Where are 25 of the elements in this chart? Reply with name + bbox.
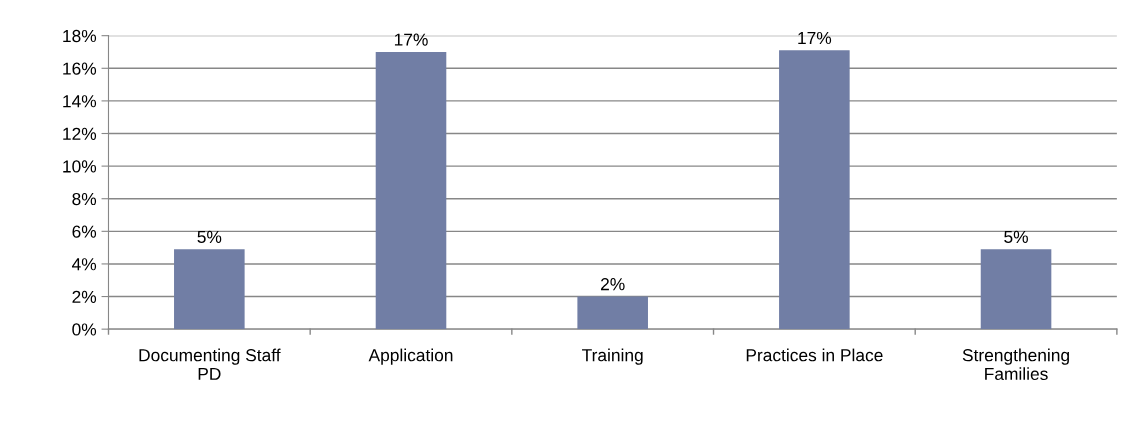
data-label: 5% (1004, 230, 1028, 244)
bar (779, 50, 850, 330)
x-tick-label: Application (368, 348, 453, 365)
x-tick-label: Practices in Place (746, 348, 883, 362)
bar (174, 249, 245, 330)
data-label: 17% (798, 31, 832, 45)
y-tick-label: 12% (63, 127, 97, 140)
bar (577, 296, 648, 330)
y-tick-label: 10% (63, 160, 97, 173)
y-tick-label: 2% (72, 290, 97, 303)
bar (980, 249, 1052, 330)
y-tick-label: 8% (72, 192, 97, 206)
bar (375, 51, 447, 330)
data-label: 2% (601, 278, 625, 291)
x-tick-label: Strengthening Families (962, 348, 1069, 381)
y-tick-label: 18% (63, 29, 97, 43)
y-tick-label: 4% (71, 258, 97, 271)
y-tick-label: 6% (72, 225, 97, 238)
data-label: 5% (197, 230, 222, 244)
data-label: 17% (394, 33, 428, 46)
x-tick-label: Documenting Staff PD (139, 348, 281, 380)
x-tick-label: Training (582, 348, 643, 365)
y-tick-label: 16% (63, 62, 97, 75)
y-tick-label: 0% (72, 323, 97, 336)
y-tick-label: 14% (63, 95, 97, 108)
